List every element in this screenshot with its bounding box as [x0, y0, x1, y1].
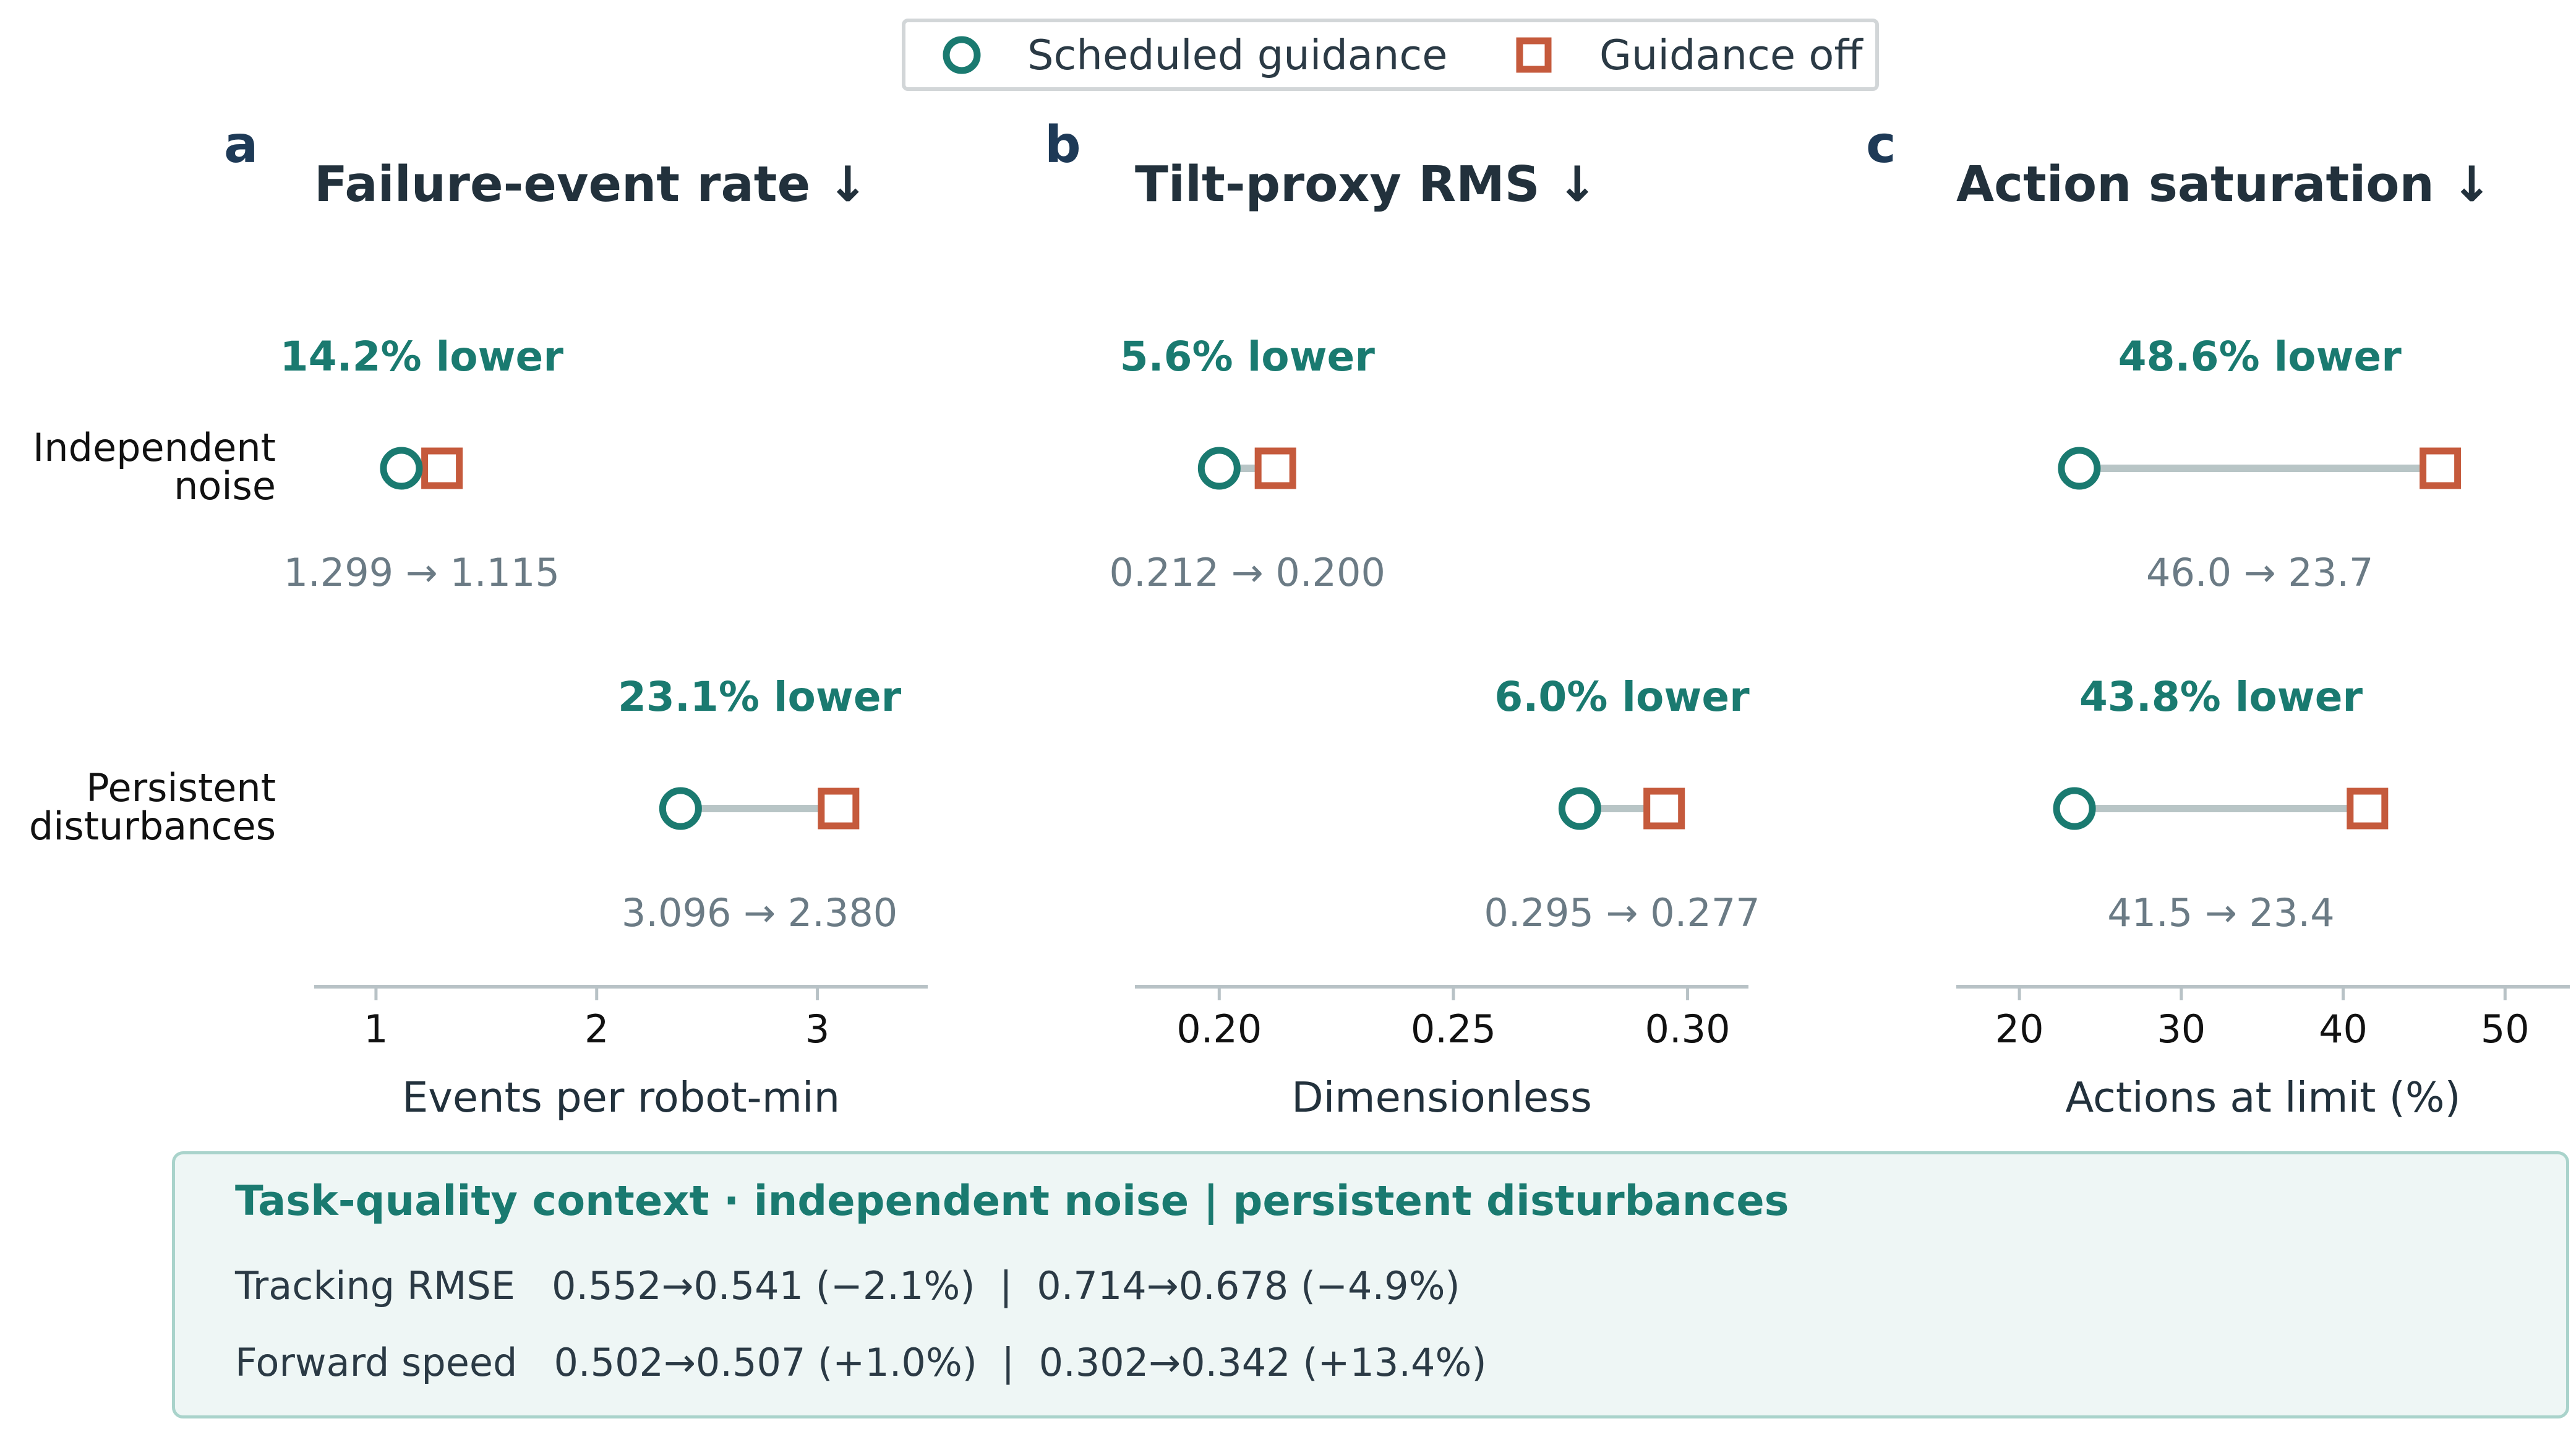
scheduled-guidance-marker-c-1	[2058, 447, 2101, 490]
context-title: Task-quality context · independent noise…	[235, 1177, 1789, 1225]
x-tick-label-c-3: 40	[2319, 1006, 2368, 1052]
scheduled-guidance-marker-c-2	[2053, 787, 2096, 830]
context-line-tracking-rmse: Tracking RMSE 0.552→0.541 (−2.1%) | 0.71…	[235, 1263, 1460, 1308]
guidance-off-marker-b-1	[1254, 447, 1296, 489]
change-label-c-2: 43.8% lower	[2079, 673, 2363, 721]
panel-letter-b: b	[1045, 116, 1081, 174]
scheduled-guidance-marker-a-2	[659, 787, 702, 830]
value-label-b-2: 0.295 → 0.277	[1484, 890, 1760, 935]
value-label-c-2: 41.5 → 23.4	[2107, 890, 2334, 935]
x-tick-label-c-4: 50	[2481, 1006, 2530, 1052]
panel-letter-c: c	[1866, 116, 1896, 174]
panel-title-a: Failure-event rate ↓	[314, 156, 868, 213]
guidance-off-marker-a-1	[421, 447, 463, 489]
row-label-2-line-1: Persistent	[86, 765, 276, 810]
x-tick-label-b-2: 0.25	[1411, 1006, 1496, 1052]
scheduled-guidance-marker-b-1	[1197, 447, 1241, 490]
x-tick-label-b-3: 0.30	[1645, 1006, 1731, 1052]
value-label-a-1: 1.299 → 1.115	[284, 550, 560, 595]
legend-label-guided: Scheduled guidance	[1027, 30, 1448, 79]
legend-label-off: Guidance off	[1599, 30, 1863, 79]
x-axis-label-b: Dimensionless	[1291, 1073, 1592, 1122]
panel-title-c: Action saturation ↓	[1956, 156, 2493, 213]
legend-item-guided: Scheduled guidance	[939, 22, 1447, 87]
scheduled-guidance-marker-b-2	[1558, 787, 1601, 830]
square-marker-icon	[1516, 37, 1552, 72]
x-tick-label-c-2: 30	[2157, 1006, 2206, 1052]
value-label-c-1: 46.0 → 23.7	[2146, 550, 2373, 595]
row-label-2-line-2: disturbances	[29, 804, 276, 849]
panel-title-b: Tilt-proxy RMS ↓	[1135, 156, 1598, 213]
circle-marker-icon	[943, 36, 981, 74]
x-axis-label-a: Events per robot-min	[402, 1073, 840, 1122]
guidance-off-marker-a-2	[818, 787, 860, 830]
change-label-a-2: 23.1% lower	[618, 673, 902, 721]
x-tick-label-a-3: 3	[805, 1006, 829, 1052]
scheduled-guidance-marker-a-1	[380, 447, 423, 490]
x-tick-label-a-2: 2	[584, 1006, 609, 1052]
guidance-off-marker-b-2	[1643, 787, 1685, 830]
legend: Scheduled guidance Guidance off	[902, 19, 1879, 91]
row-label-1-line-2: noise	[174, 463, 276, 509]
value-label-b-1: 0.212 → 0.200	[1110, 550, 1385, 595]
change-label-b-1: 5.6% lower	[1120, 333, 1376, 380]
context-line-forward-speed: Forward speed 0.502→0.507 (+1.0%) | 0.30…	[235, 1340, 1487, 1385]
x-axis-label-c: Actions at limit (%)	[2065, 1073, 2460, 1122]
guidance-off-marker-c-2	[2347, 787, 2389, 830]
legend-item-off: Guidance off	[1512, 22, 1863, 87]
value-label-a-2: 3.096 → 2.380	[622, 890, 897, 935]
x-tick-label-c-1: 20	[1995, 1006, 2044, 1052]
x-tick-label-a-1: 1	[364, 1006, 388, 1052]
task-quality-context-box: Task-quality context · independent noise…	[172, 1151, 2569, 1418]
change-label-b-2: 6.0% lower	[1494, 673, 1750, 721]
change-label-c-1: 48.6% lower	[2118, 333, 2402, 380]
x-tick-label-b-1: 0.20	[1176, 1006, 1262, 1052]
guidance-off-marker-c-1	[2420, 447, 2462, 489]
row-label-1-line-1: Independent	[33, 425, 276, 470]
change-label-a-1: 14.2% lower	[280, 333, 564, 380]
panel-letter-a: a	[224, 116, 258, 174]
